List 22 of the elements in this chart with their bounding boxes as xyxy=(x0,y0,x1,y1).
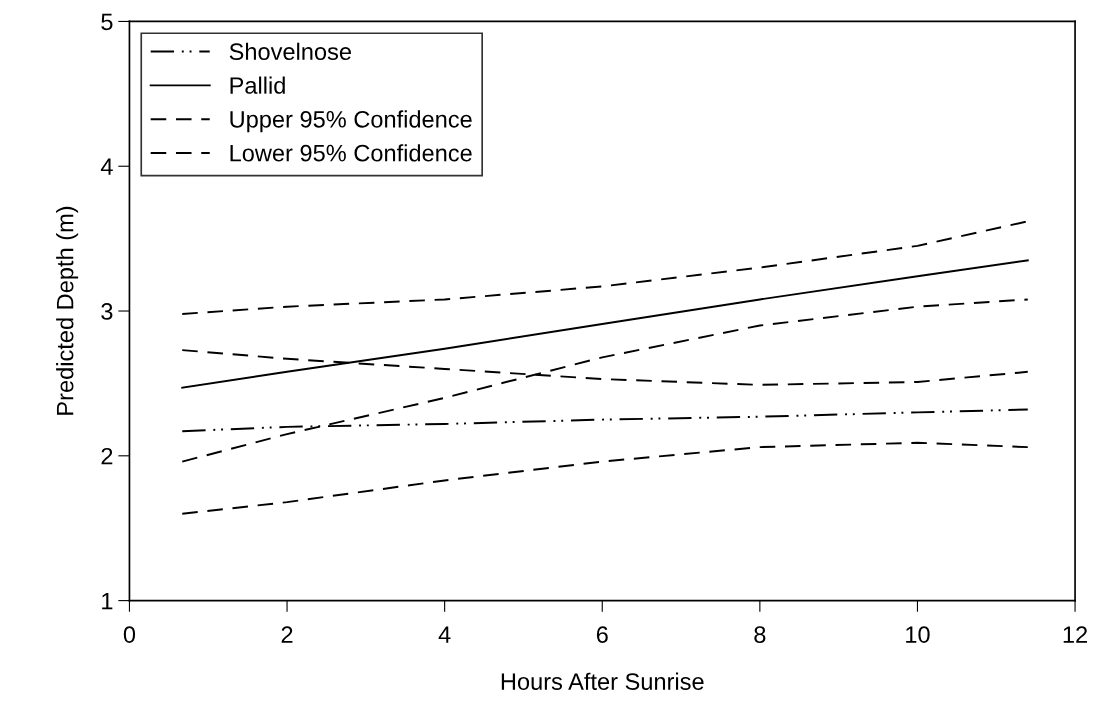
legend-label: Upper 95% Confidence xyxy=(230,110,472,133)
x-tick-label: 4 xyxy=(438,626,451,643)
x-tick-label: 12 xyxy=(1063,626,1088,643)
x-axis-title: Hours After Sunrise xyxy=(501,672,704,690)
y-tick-label: 2 xyxy=(101,447,113,465)
x-tick-label: 2 xyxy=(281,626,293,643)
legend-label: Pallid xyxy=(230,76,285,94)
line-series xyxy=(181,298,1029,463)
x-tick-label: 6 xyxy=(596,626,608,643)
y-tick-label: 4 xyxy=(100,158,113,175)
line-series xyxy=(181,441,1029,515)
legend-label: Shovelnose xyxy=(229,42,351,61)
line-series xyxy=(181,259,1029,389)
y-axis-title: Predicted Depth (m) xyxy=(56,206,79,415)
y-tick-label: 1 xyxy=(102,592,113,610)
line-series xyxy=(181,220,1029,315)
x-tick-label: 8 xyxy=(754,626,766,643)
y-tick-label: 3 xyxy=(101,303,113,320)
legend-label: Lower 95% Confidence xyxy=(230,144,472,162)
x-tick-label: 10 xyxy=(906,626,930,643)
y-tick-label: 5 xyxy=(101,13,113,31)
x-tick-label: 0 xyxy=(123,626,136,643)
